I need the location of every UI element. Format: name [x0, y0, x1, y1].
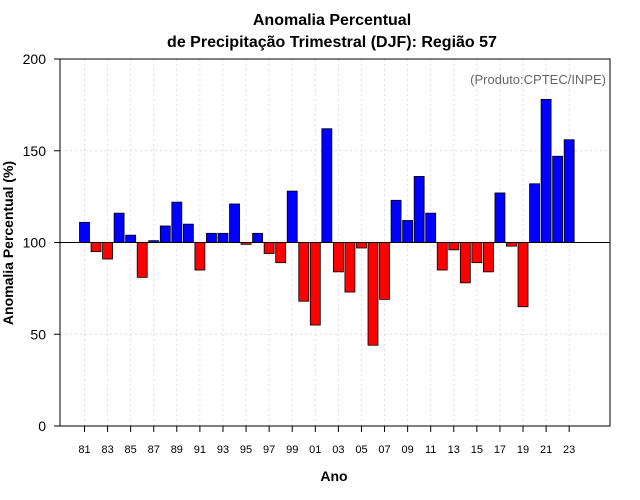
y-tick-label: 150: [23, 143, 47, 159]
x-tick-label: 23: [563, 444, 575, 456]
x-tick-label: 13: [448, 444, 460, 456]
bar-06: [367, 242, 379, 346]
x-tick-label: 93: [217, 444, 229, 456]
bar-20: [529, 183, 540, 243]
bar-15: [471, 242, 483, 264]
bar-85: [125, 234, 137, 243]
bar-90: [182, 223, 194, 243]
bar-84: [113, 212, 125, 243]
bar-81: [79, 221, 90, 243]
grid: [60, 58, 610, 427]
x-tick-label: 81: [78, 444, 90, 456]
y-tick-label: 50: [30, 326, 46, 342]
bar-83: [102, 242, 113, 260]
bar-03: [332, 242, 344, 273]
x-tick-label: 21: [540, 444, 552, 456]
bar-99: [286, 190, 298, 243]
bar-08: [390, 199, 402, 243]
bar-82: [90, 242, 102, 253]
x-tick-label: 97: [263, 444, 275, 456]
bar-98: [275, 242, 287, 264]
bar-96: [252, 232, 264, 243]
bar-14: [459, 242, 471, 284]
bar-19: [517, 242, 529, 308]
x-tick-label: 91: [194, 444, 206, 456]
bar-07: [379, 242, 390, 300]
bar-02: [321, 128, 333, 243]
bar-12: [436, 242, 448, 271]
bar-94: [229, 203, 240, 243]
bar-05: [356, 242, 367, 249]
x-axis-label: Ano: [320, 468, 347, 484]
x-tick-label: 03: [332, 444, 344, 456]
x-tick-label: 09: [401, 444, 413, 456]
x-tick-label: 85: [125, 444, 137, 456]
bars: [79, 98, 575, 346]
bar-23: [563, 139, 575, 243]
bar-01: [309, 242, 321, 326]
bar-86: [136, 242, 148, 278]
bar-00: [298, 242, 310, 302]
bar-17: [494, 192, 506, 243]
bar-11: [425, 212, 437, 243]
bar-89: [171, 201, 183, 243]
bar-18: [506, 242, 517, 247]
bar-22: [552, 155, 564, 243]
bar-21: [540, 98, 552, 243]
x-tick-label: 19: [517, 444, 529, 456]
x-tick-label: 99: [286, 444, 298, 456]
bar-91: [194, 242, 206, 271]
credit-text: (Produto:CPTEC/INPE): [470, 72, 606, 87]
x-tick-label: 17: [494, 444, 506, 456]
y-tick-label: 0: [38, 418, 46, 434]
bar-92: [206, 232, 217, 243]
chart-title-line1: Anomalia Percentual: [253, 12, 411, 29]
x-tick-label: 01: [309, 444, 321, 456]
bar-93: [217, 232, 229, 243]
y-axis-label: Anomalia Percentual (%): [0, 161, 16, 325]
bar-10: [413, 176, 425, 243]
y-tick-label: 200: [23, 51, 47, 67]
bar-16: [482, 242, 494, 273]
y-axis: 0 50 100 150 200: [23, 51, 60, 434]
x-axis: 81 83 85 87 89 91 93 95 97 99 01 03 05 07 09 11 13 15 17 19…: [78, 426, 575, 456]
x-tick-label: 95: [240, 444, 252, 456]
x-tick-label: 05: [355, 444, 367, 456]
bar-97: [263, 242, 275, 254]
y-tick-label: 100: [23, 235, 47, 251]
bar-88: [159, 225, 171, 243]
chart-title-line2: de Precipitação Trimestral (DJF): Região…: [167, 34, 497, 51]
x-tick-label: 11: [425, 444, 436, 456]
bar-04: [344, 242, 356, 293]
x-tick-label: 89: [171, 444, 183, 456]
bar-09: [402, 220, 414, 243]
bar-13: [448, 242, 460, 251]
x-tick-label: 83: [101, 444, 113, 456]
x-tick-label: 07: [378, 444, 390, 456]
x-tick-label: 87: [148, 444, 160, 456]
x-tick-label: 15: [471, 444, 483, 456]
